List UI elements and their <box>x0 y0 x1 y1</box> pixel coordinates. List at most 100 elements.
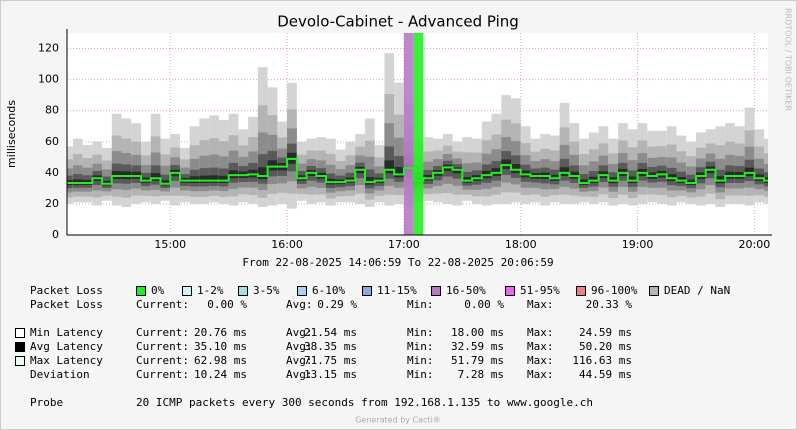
stat-value: 50.20 ms <box>579 340 632 353</box>
stat-name: Max Latency <box>30 354 103 367</box>
stat-value: 24.59 ms <box>579 326 632 339</box>
range-text: From 22-08-2025 14:06:59 To 22-08-2025 2… <box>242 256 553 269</box>
legend-swatch <box>182 286 192 296</box>
stat-label: Max: <box>527 326 554 339</box>
loss-bar <box>413 33 424 235</box>
stat-label: Current: <box>136 326 189 339</box>
legend-swatch <box>136 286 146 296</box>
smoke-band <box>267 160 278 171</box>
stat-name: Deviation <box>30 368 90 381</box>
legend-swatch <box>576 286 586 296</box>
smoke-band <box>189 176 200 183</box>
legend-label: 1-2% <box>197 284 224 297</box>
legend-label: 16-50% <box>446 284 486 297</box>
legend-swatch <box>505 286 515 296</box>
stat-label: Avg: <box>286 340 313 353</box>
smoke-band <box>218 175 229 183</box>
legend-label: 51-95% <box>520 284 560 297</box>
smoke-band <box>384 160 395 174</box>
stat-value: 18.00 ms <box>451 326 504 339</box>
smoke-band <box>364 177 375 185</box>
stat-label: Current: <box>136 368 189 381</box>
stat-label: Max: <box>527 368 554 381</box>
stat-label: Current: <box>136 298 189 311</box>
y-tick-label: 60 <box>45 135 59 148</box>
smoke-band <box>559 167 570 176</box>
stat-label: Min: <box>407 354 434 367</box>
y-tick-label: 40 <box>45 166 59 179</box>
stat-value: 10.24 ms <box>194 368 247 381</box>
side-label: RRDTOOL / TOBI OETIKER <box>784 8 793 111</box>
y-axis-label: milliseconds <box>5 100 18 168</box>
y-tick-label: 100 <box>38 73 59 86</box>
legend-icon <box>15 328 25 338</box>
stat-value: 21.54 ms <box>304 326 357 339</box>
stat-value: 116.63 ms <box>572 354 632 367</box>
legend-label: 6-10% <box>312 284 345 297</box>
stat-value: 62.98 ms <box>194 354 247 367</box>
stat-value: 20.76 ms <box>194 326 247 339</box>
legend-swatch <box>297 286 307 296</box>
y-tick-label: 20 <box>45 197 59 210</box>
smoke-band <box>209 175 219 183</box>
smoke-band <box>199 175 210 183</box>
stat-value: 7.28 ms <box>458 368 504 381</box>
stat-label: Min: <box>407 326 434 339</box>
stat-value: 0.00 % <box>464 298 504 311</box>
stat-value: 71.75 ms <box>304 354 357 367</box>
stat-value: 13.15 ms <box>304 368 357 381</box>
stat-label: Current: <box>136 340 189 353</box>
stat-value: 35.10 ms <box>194 340 247 353</box>
x-tick-label: 20:00 <box>739 238 771 251</box>
probe-text: 20 ICMP packets every 300 seconds from 1… <box>136 396 593 409</box>
x-tick-label: 17:00 <box>388 238 420 251</box>
stat-label: Min: <box>407 368 434 381</box>
legend-swatch <box>362 286 372 296</box>
stat-value: 20.33 % <box>586 298 633 311</box>
stat-label: Avg: <box>286 354 313 367</box>
stat-value: 0.29 % <box>317 298 357 311</box>
legend-label: 0% <box>151 284 165 297</box>
footer: Generated by Cacti® <box>355 416 441 425</box>
y-tick-label: 120 <box>38 42 59 55</box>
stat-value: 0.00 % <box>207 298 247 311</box>
x-tick-label: 19:00 <box>622 238 654 251</box>
legend-label: 11-15% <box>377 284 417 297</box>
median-line <box>67 157 768 185</box>
stat-name: Avg Latency <box>30 340 103 353</box>
x-tick-label: 15:00 <box>154 238 186 251</box>
stat-label: Max: <box>527 298 554 311</box>
loss-bar <box>403 33 414 235</box>
legend-label: 3-5% <box>253 284 280 297</box>
stat-value: 44.59 ms <box>579 368 632 381</box>
stat-label: Max: <box>527 354 554 367</box>
stat-label: Min: <box>407 340 434 353</box>
x-tick-label: 16:00 <box>271 238 303 251</box>
smoke-band <box>150 173 161 181</box>
stat-name: Packet Loss <box>30 298 103 311</box>
smoke-band <box>111 170 122 179</box>
legend-swatch <box>431 286 441 296</box>
chart-title: Devolo-Cabinet - Advanced Ping <box>277 13 519 31</box>
stat-value: 32.59 ms <box>451 340 504 353</box>
probe-label: Probe <box>30 396 63 409</box>
x-tick-label: 18:00 <box>505 238 537 251</box>
legend-title: Packet Loss <box>30 284 103 297</box>
stat-label: Avg: <box>286 368 313 381</box>
smoke-band <box>510 164 521 174</box>
stat-label: Current: <box>136 354 189 367</box>
stat-label: Min: <box>407 298 434 311</box>
legend-label: DEAD / NaN <box>664 284 730 297</box>
stat-name: Min Latency <box>30 326 103 339</box>
smoke-band <box>257 167 268 180</box>
smoke-band <box>394 167 404 178</box>
stat-value: 38.35 ms <box>304 340 357 353</box>
stat-label: Avg: <box>286 326 313 339</box>
legend-swatch <box>238 286 248 296</box>
legend-swatch <box>649 286 659 296</box>
legend-icon <box>15 342 25 352</box>
stat-label: Avg: <box>286 298 313 311</box>
legend-icon <box>15 356 25 366</box>
y-tick-label: 80 <box>45 104 59 117</box>
legend-label: 96-100% <box>591 284 638 297</box>
